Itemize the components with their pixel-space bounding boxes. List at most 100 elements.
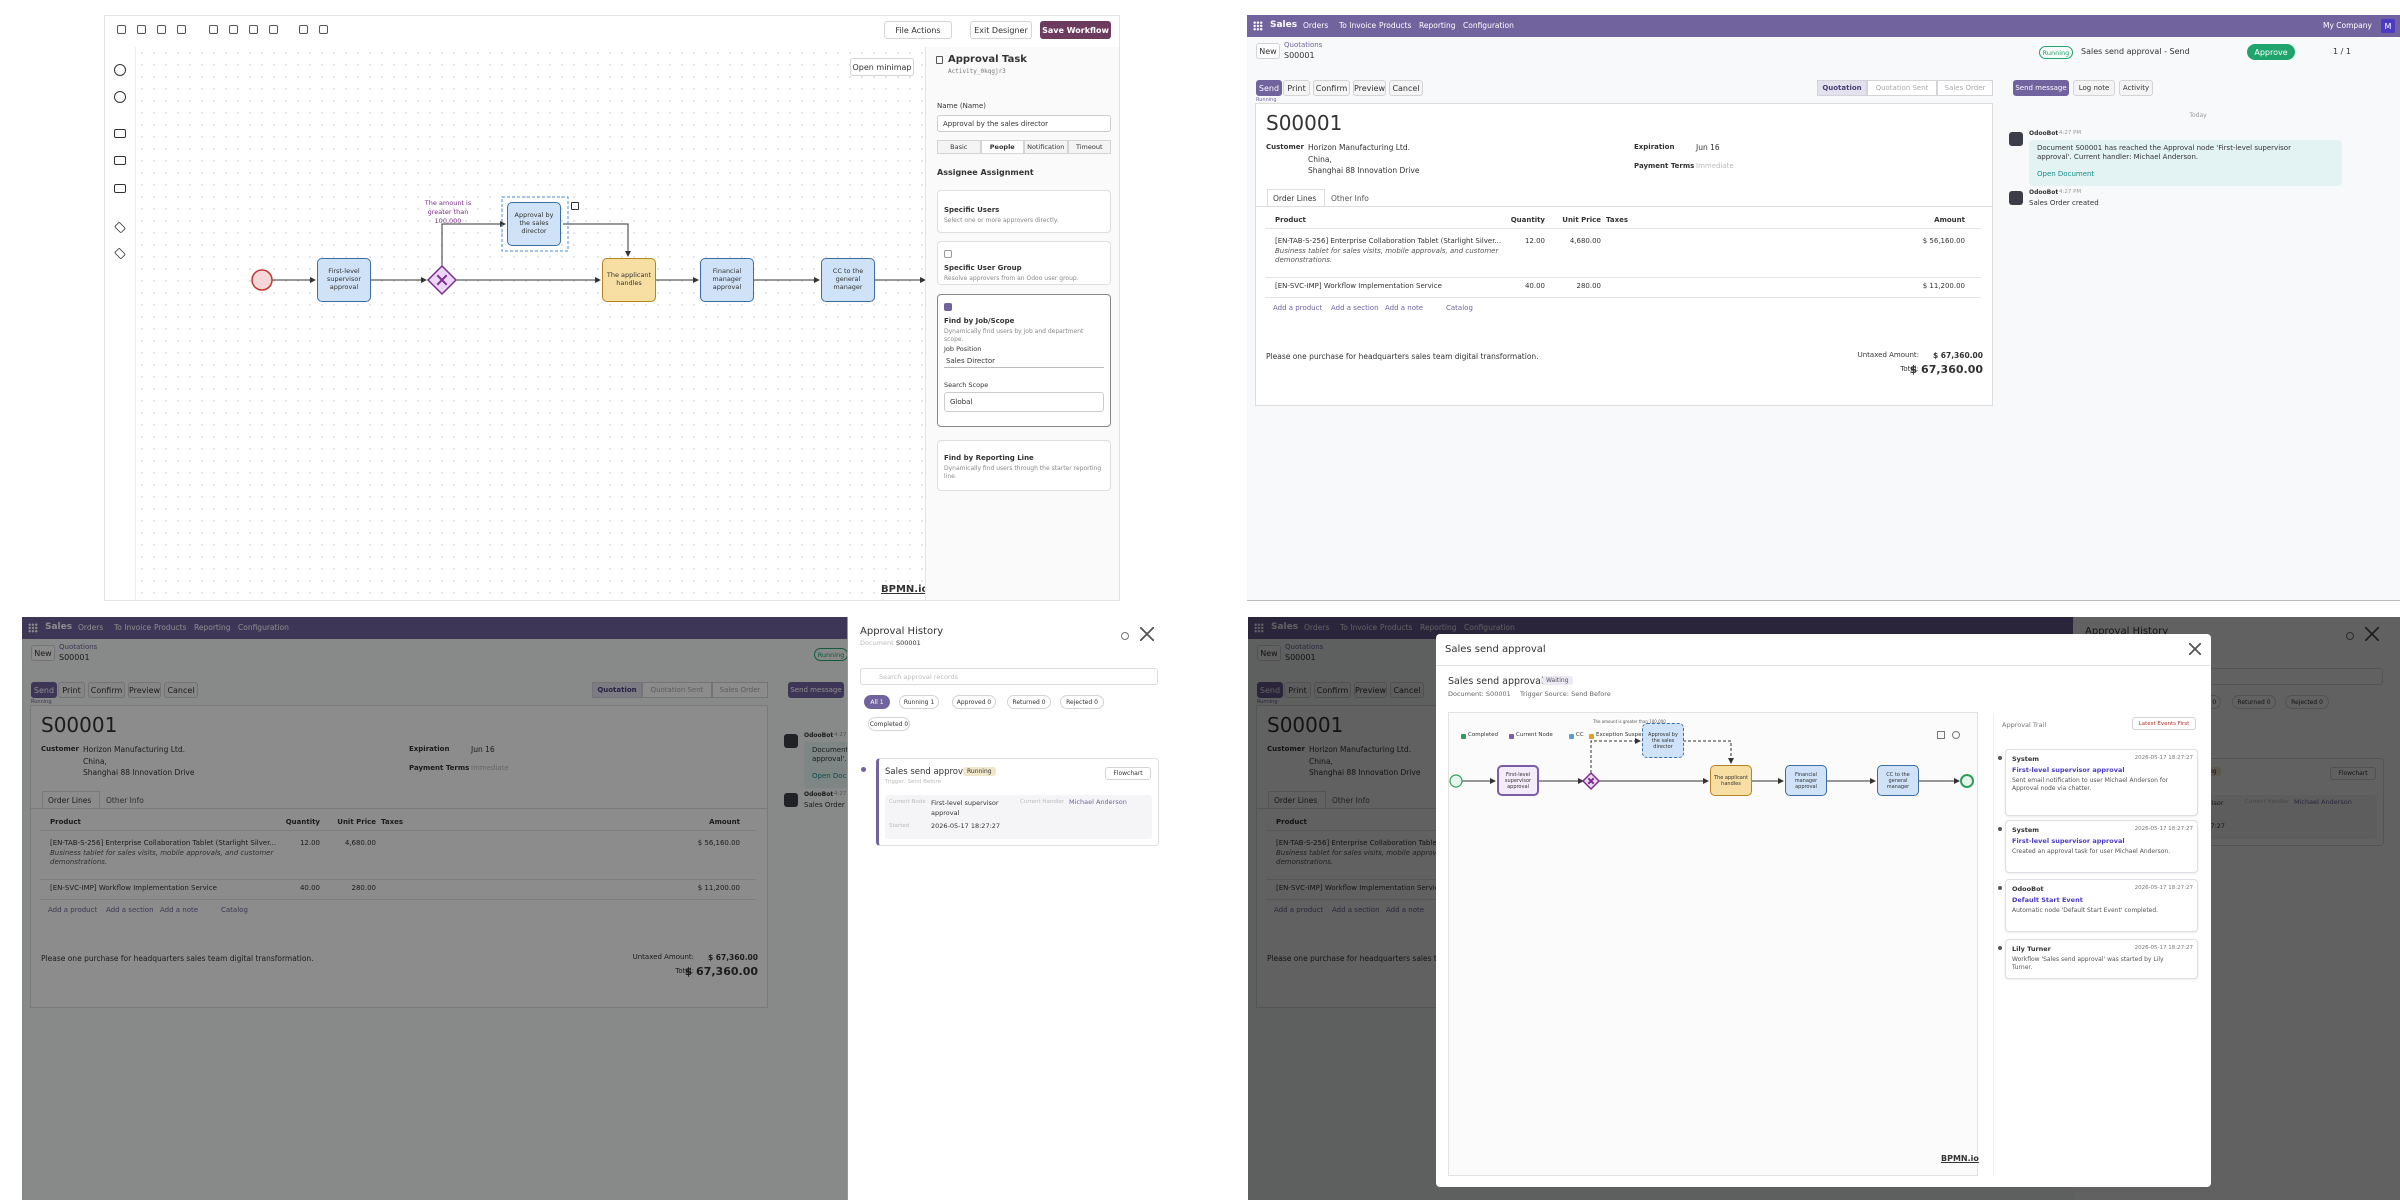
- nav-item[interactable]: Sales: [1270, 20, 1298, 30]
- nav-item[interactable]: To Invoice: [1339, 21, 1377, 30]
- add-link[interactable]: Add a product: [48, 906, 98, 914]
- nav-item[interactable]: Configuration: [1463, 21, 1514, 30]
- tool-icon[interactable]: [114, 64, 126, 76]
- action-button[interactable]: Print: [58, 682, 85, 698]
- action-button[interactable]: Print: [1283, 80, 1310, 96]
- assignment-option[interactable]: Find by Job/Scope Dynamically find users …: [937, 294, 1111, 427]
- form-tab[interactable]: Order Lines: [1273, 194, 1317, 203]
- action-button[interactable]: Confirm: [88, 682, 125, 698]
- nav-item[interactable]: Products: [1379, 21, 1412, 30]
- stage[interactable]: Quotation Sent: [642, 682, 712, 698]
- chatter-button[interactable]: Activity: [2119, 80, 2153, 96]
- task-node[interactable]: CC to the general manager: [821, 258, 875, 302]
- breadcrumb[interactable]: Quotations: [1284, 41, 1323, 49]
- tool-icon[interactable]: [114, 91, 126, 103]
- save-workflow-button[interactable]: Save Workflow: [1040, 21, 1111, 39]
- name-input[interactable]: Approval by the sales director: [937, 115, 1111, 132]
- toolbar-icon[interactable]: [269, 25, 278, 34]
- nav-item[interactable]: Reporting: [194, 623, 231, 632]
- job-position[interactable]: Sales Director: [944, 355, 1104, 368]
- assignment-option[interactable]: Find by Reporting Line Dynamically find u…: [937, 440, 1111, 491]
- toolbar-icon[interactable]: [319, 25, 328, 34]
- flowchart-button[interactable]: Flowchart: [1105, 767, 1151, 780]
- message-link[interactable]: Open Document: [2037, 170, 2095, 178]
- checkbox[interactable]: [944, 303, 952, 311]
- action-button[interactable]: Cancel: [1389, 80, 1423, 96]
- filter-chip[interactable]: Approved 0: [952, 695, 996, 709]
- filter-chip[interactable]: Completed 0: [868, 717, 910, 731]
- close-icon[interactable]: [2189, 643, 2201, 655]
- filter-chip[interactable]: Returned 0: [1007, 695, 1051, 709]
- add-link[interactable]: Add a section: [106, 906, 154, 914]
- new-button[interactable]: New: [1256, 43, 1280, 59]
- task-node[interactable]: The applicant handles: [602, 258, 656, 302]
- toolbar-icon[interactable]: [209, 25, 218, 34]
- form-tab[interactable]: Other Info: [1331, 194, 1369, 203]
- breadcrumb[interactable]: Quotations: [59, 643, 98, 651]
- panel-tab[interactable]: Timeout: [1067, 140, 1111, 154]
- toolbar-icon[interactable]: [117, 25, 126, 34]
- nav-item[interactable]: To Invoice: [114, 623, 152, 632]
- assignment-option[interactable]: Specific Users Select one or more approve…: [937, 190, 1111, 233]
- panel-tab[interactable]: People: [980, 140, 1024, 154]
- close-icon[interactable]: [1140, 627, 1154, 641]
- chatter-button[interactable]: Log note: [2073, 80, 2115, 96]
- task-node[interactable]: First-level supervisor approval: [317, 258, 371, 302]
- add-link[interactable]: Catalog: [221, 906, 248, 914]
- add-link[interactable]: Catalog: [1446, 304, 1473, 312]
- stage[interactable]: Quotation: [1817, 80, 1867, 96]
- toolbar-icon[interactable]: [299, 25, 308, 34]
- chatter-button[interactable]: Send message: [2013, 80, 2069, 96]
- search-scope-select[interactable]: Global: [944, 392, 1104, 412]
- flow-node[interactable]: CC to the general manager: [1877, 765, 1919, 796]
- flow-node[interactable]: First-level supervisor approval: [1497, 765, 1539, 796]
- search-box[interactable]: Search approval records: [860, 668, 1158, 685]
- new-button[interactable]: New: [31, 645, 55, 661]
- toolbar-icon[interactable]: [137, 25, 146, 34]
- apps-icon[interactable]: [1253, 21, 1263, 31]
- toolbar-icon[interactable]: [229, 25, 238, 34]
- approve-button[interactable]: Approve: [2247, 44, 2295, 60]
- nav-item[interactable]: Sales: [45, 622, 73, 632]
- refresh-icon[interactable]: [1121, 632, 1129, 640]
- checkbox[interactable]: [944, 250, 952, 258]
- stage[interactable]: Sales Order: [712, 682, 768, 698]
- nav-item[interactable]: Orders: [1303, 21, 1329, 30]
- flow-node[interactable]: Financial manager approval: [1785, 765, 1827, 796]
- nav-item[interactable]: Orders: [78, 623, 104, 632]
- sort-button[interactable]: Latest Events First: [2132, 717, 2196, 730]
- filter-chip[interactable]: Running 1: [899, 695, 939, 709]
- stage[interactable]: Sales Order: [1937, 80, 1993, 96]
- filter-chip[interactable]: All 1: [864, 695, 890, 709]
- add-link[interactable]: Add a product: [1273, 304, 1323, 312]
- add-link[interactable]: Add a section: [1331, 304, 1379, 312]
- form-tab[interactable]: Other Info: [106, 796, 144, 805]
- action-button[interactable]: Preview: [1353, 80, 1386, 96]
- toolbar-icon[interactable]: [177, 25, 186, 34]
- flow-node[interactable]: The applicant handles: [1710, 765, 1752, 796]
- action-button[interactable]: Send: [31, 682, 57, 698]
- flow-node[interactable]: Approval by the sales director: [1642, 723, 1684, 758]
- exit-designer-button[interactable]: Exit Designer: [970, 21, 1032, 39]
- assignment-option[interactable]: Specific User Group Resolve approvers fro…: [937, 241, 1111, 285]
- action-button[interactable]: Preview: [128, 682, 161, 698]
- refresh-icon[interactable]: [1952, 731, 1960, 739]
- message-link[interactable]: Open Document: [812, 772, 870, 780]
- form-tab[interactable]: Order Lines: [48, 796, 92, 805]
- add-link[interactable]: Add a note: [160, 906, 199, 914]
- expand-icon[interactable]: [1937, 731, 1945, 739]
- tool-icon[interactable]: [114, 156, 126, 165]
- action-button[interactable]: Confirm: [1313, 80, 1350, 96]
- toolbar-icon[interactable]: [157, 25, 166, 34]
- apps-icon[interactable]: [28, 623, 38, 633]
- toolbar-icon[interactable]: [249, 25, 258, 34]
- minimap-button[interactable]: Open minimap: [850, 58, 914, 76]
- panel-tab[interactable]: Basic: [937, 140, 981, 154]
- action-button[interactable]: Send: [1256, 80, 1282, 96]
- panel-tab[interactable]: Notification: [1024, 140, 1068, 154]
- add-link[interactable]: Add a note: [1385, 304, 1424, 312]
- filter-chip[interactable]: Rejected 0: [1060, 695, 1104, 709]
- chatter-button[interactable]: Send message: [788, 682, 844, 698]
- stage[interactable]: Quotation: [592, 682, 642, 698]
